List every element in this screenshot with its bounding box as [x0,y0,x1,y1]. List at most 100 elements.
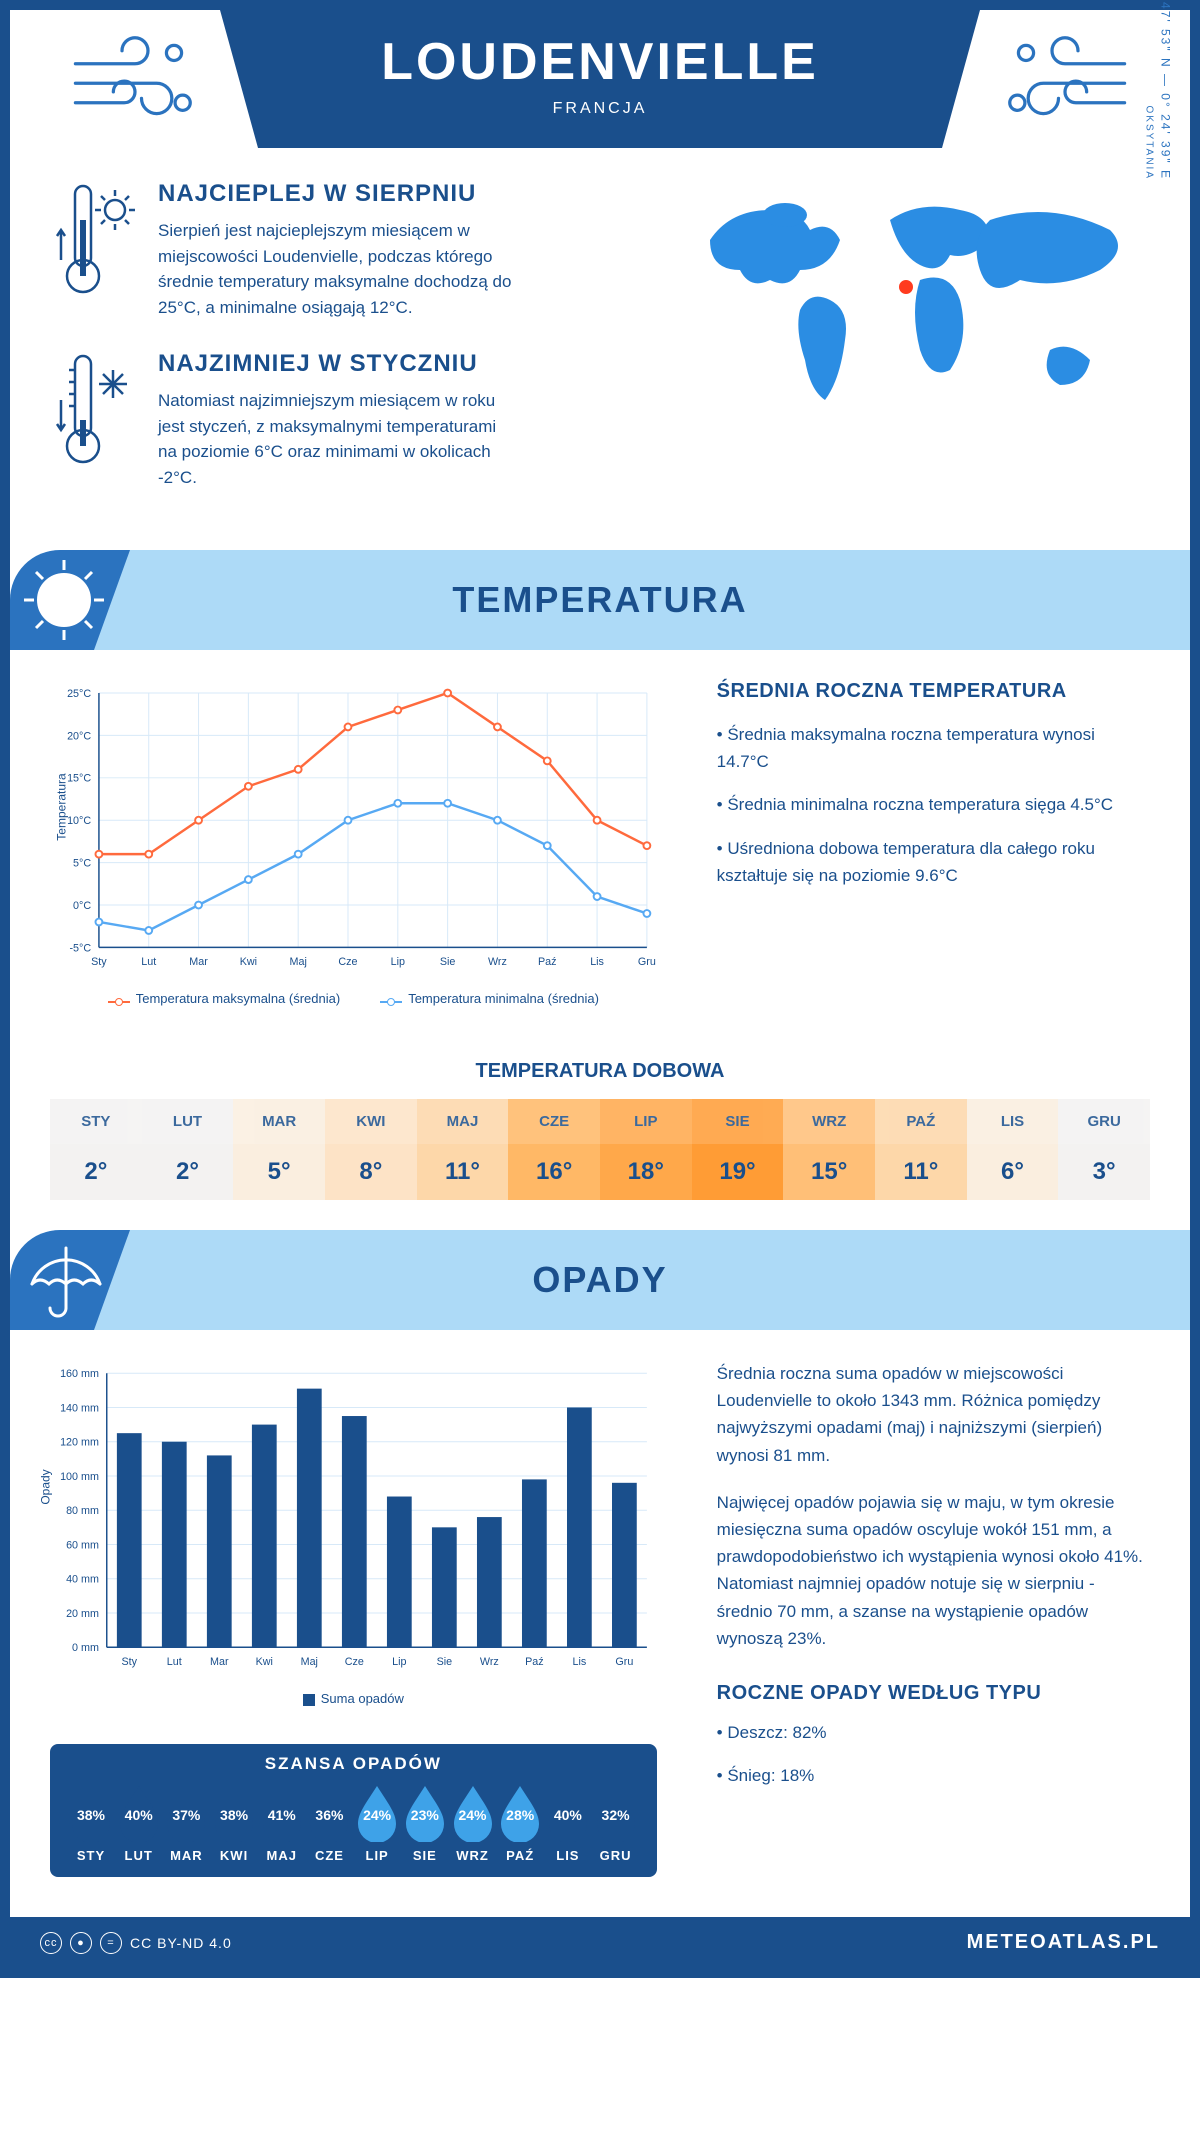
temp-info-line: • Uśredniona dobowa temperatura dla całe… [717,835,1150,889]
section-precip: OPADY [10,1230,1190,1330]
daily-cell: 3° [1058,1144,1150,1200]
section-temperature: TEMPERATURA [10,550,1190,650]
precip-type-line: • Deszcz: 82% [717,1719,1150,1746]
svg-text:Gru: Gru [615,1656,633,1668]
precip-type-title: ROCZNE OPADY WEDŁUG TYPU [717,1682,1150,1705]
svg-text:Lis: Lis [590,956,604,968]
city-name: LOUDENVIELLE [220,32,980,92]
svg-text:100 mm: 100 mm [60,1471,99,1483]
footer: cc ● = CC BY-ND 4.0 METEOATLAS.PL [10,1917,1190,1968]
svg-text:20 mm: 20 mm [66,1608,99,1620]
legend-max: Temperatura maksymalna (średnia) [108,991,340,1006]
svg-text:Lut: Lut [167,1656,182,1668]
svg-text:140 mm: 140 mm [60,1402,99,1414]
daily-head: MAJ [417,1099,509,1144]
daily-head: MAR [233,1099,325,1144]
svg-text:Lip: Lip [391,956,405,968]
daily-head: LIS [967,1099,1059,1144]
daily-cell: 11° [875,1144,967,1200]
cc-icon: cc [40,1932,62,1954]
umbrella-icon [22,1238,106,1322]
daily-cell: 15° [783,1144,875,1200]
svg-text:40 mm: 40 mm [66,1574,99,1586]
daily-cell: 11° [417,1144,509,1200]
precip-type-line: • Śnieg: 18% [717,1762,1150,1789]
svg-text:Cze: Cze [345,1656,364,1668]
daily-cell: 5° [233,1144,325,1200]
daily-cell: 2° [50,1144,142,1200]
daily-cell: 6° [967,1144,1059,1200]
daily-cell: 16° [508,1144,600,1200]
rain-drop: 36%CZE [306,1784,352,1863]
rain-drop: 32%GRU [593,1784,639,1863]
svg-text:Lis: Lis [572,1656,586,1668]
rain-drop: 23%SIE [402,1784,448,1863]
wind-icon [1000,30,1130,130]
rain-drop: 24%LIP [354,1784,400,1863]
daily-head: GRU [1058,1099,1150,1144]
rain-chance-panel: SZANSA OPADÓW 38%STY40%LUT37%MAR38%KWI41… [50,1744,657,1877]
rain-drop: 28%PAŹ [497,1784,543,1863]
daily-cell: 19° [692,1144,784,1200]
daily-head: SIE [692,1099,784,1144]
svg-text:Maj: Maj [290,956,307,968]
svg-text:Kwi: Kwi [256,1656,273,1668]
svg-text:15°C: 15°C [67,773,91,785]
country-name: FRANCJA [220,100,980,118]
svg-text:Gru: Gru [638,956,656,968]
svg-text:-5°C: -5°C [69,942,91,954]
svg-text:Sie: Sie [440,956,456,968]
svg-text:80 mm: 80 mm [66,1505,99,1517]
daily-temp-table: STYLUTMARKWIMAJCZELIPSIEWRZPAŹLISGRU2°2°… [50,1099,1150,1200]
svg-text:Sty: Sty [91,956,107,968]
svg-text:Mar: Mar [210,1656,229,1668]
coords-label: 42° 47' 53" N — 0° 24' 39" E [1158,0,1172,180]
svg-text:160 mm: 160 mm [60,1368,99,1380]
precip-text: Średnia roczna suma opadów w miejscowośc… [717,1360,1150,1469]
legend-min: Temperatura minimalna (średnia) [380,991,599,1006]
daily-cell: 2° [142,1144,234,1200]
temp-info-title: ŚREDNIA ROCZNA TEMPERATURA [717,680,1150,703]
svg-text:Wrz: Wrz [488,956,507,968]
temperature-info: ŚREDNIA ROCZNA TEMPERATURA • Średnia mak… [717,680,1150,1020]
highlight-cold-body: Natomiast najzimniejszym miesiącem w rok… [158,388,518,490]
svg-text:Mar: Mar [189,956,208,968]
daily-head: LIP [600,1099,692,1144]
daily-head: STY [50,1099,142,1144]
daily-head: LUT [142,1099,234,1144]
daily-temp-title: TEMPERATURA DOBOWA [50,1060,1150,1083]
svg-text:Wrz: Wrz [480,1656,499,1668]
svg-text:Paź: Paź [525,1656,544,1668]
nd-icon: = [100,1932,122,1954]
svg-text:10°C: 10°C [67,815,91,827]
header: LOUDENVIELLE FRANCJA [50,10,1150,170]
svg-text:0°C: 0°C [73,900,91,912]
chance-title: SZANSA OPADÓW [68,1754,639,1774]
world-map: OKSYTANIA 42° 47' 53" N — 0° 24' 39" E [690,180,1150,520]
map-marker [897,278,915,296]
wind-icon [70,30,200,130]
site-name: METEOATLAS.PL [967,1931,1160,1954]
svg-text:Lip: Lip [392,1656,406,1668]
section-title: TEMPERATURA [452,579,747,621]
temp-info-line: • Średnia maksymalna roczna temperatura … [717,721,1150,775]
title-banner: LOUDENVIELLE FRANCJA [220,10,980,148]
precip-info: Średnia roczna suma opadów w miejscowośc… [717,1360,1150,1877]
svg-text:5°C: 5°C [73,858,91,870]
y-axis-label: Opady [39,1469,53,1504]
svg-text:120 mm: 120 mm [60,1437,99,1449]
daily-head: WRZ [783,1099,875,1144]
rain-drop: 37%MAR [163,1784,209,1863]
thermometer-hot-icon [50,180,140,300]
svg-text:Maj: Maj [301,1656,318,1668]
y-axis-label: Temperatura [55,773,69,840]
highlight-cold-title: NAJZIMNIEJ W STYCZNIU [158,350,518,378]
svg-text:Paź: Paź [538,956,557,968]
rain-drop: 38%STY [68,1784,114,1863]
svg-text:Cze: Cze [338,956,357,968]
daily-head: KWI [325,1099,417,1144]
svg-text:25°C: 25°C [67,688,91,700]
precip-bar-chart: Opady 0 mm20 mm40 mm60 mm80 mm100 mm120 … [50,1360,657,1720]
temp-info-line: • Średnia minimalna roczna temperatura s… [717,791,1150,818]
bar-legend: Suma opadów [50,1691,657,1706]
